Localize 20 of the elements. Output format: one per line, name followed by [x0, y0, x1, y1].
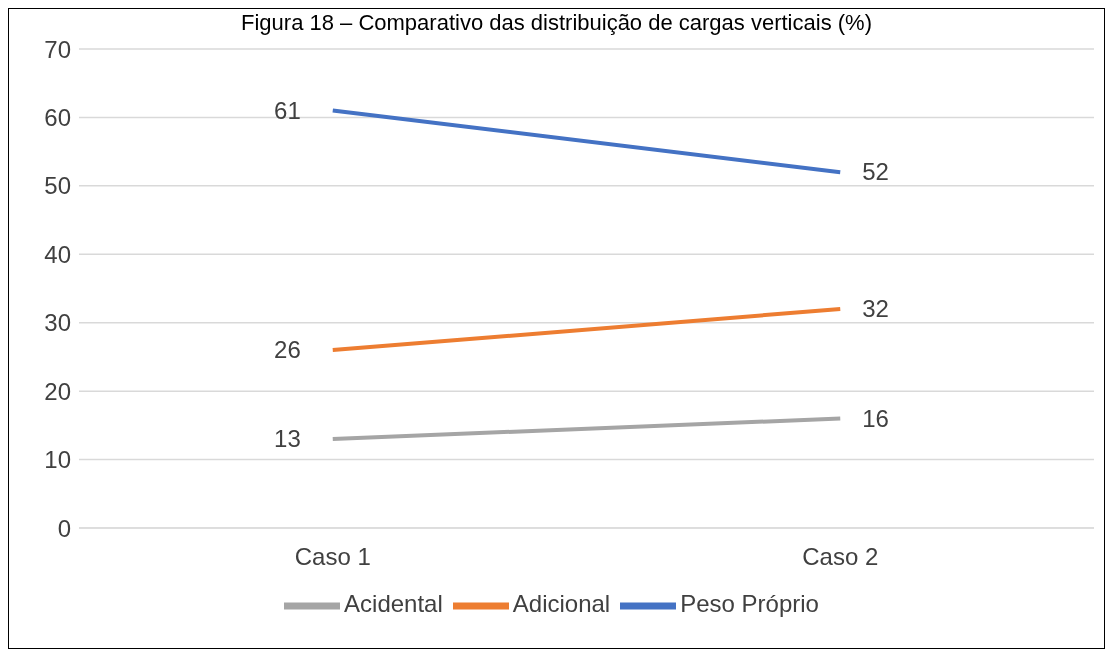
y-tick-label: 10	[44, 446, 71, 474]
y-tick-label: 70	[44, 35, 71, 63]
data-label: 13	[274, 425, 301, 453]
legend-label: Acidental	[344, 590, 443, 618]
y-tick-label: 30	[44, 309, 71, 337]
x-tick-label: Caso 2	[802, 543, 879, 571]
y-tick-label: 0	[57, 514, 71, 542]
data-label: 61	[274, 96, 301, 124]
y-tick-label: 20	[44, 377, 71, 405]
legend-label: Peso Próprio	[680, 590, 819, 618]
chart-title: Figura 18 – Comparativo das distribuição de cargas verticais (%)	[241, 10, 872, 35]
y-tick-label: 50	[44, 172, 71, 200]
data-label: 32	[862, 295, 889, 323]
data-label: 26	[274, 336, 301, 364]
data-label: 52	[862, 158, 889, 186]
y-tick-label: 60	[44, 103, 71, 131]
x-tick-label: Caso 1	[294, 543, 371, 571]
legend-label: Adicional	[512, 590, 611, 618]
y-tick-label: 40	[44, 240, 71, 268]
data-label: 16	[862, 404, 889, 432]
